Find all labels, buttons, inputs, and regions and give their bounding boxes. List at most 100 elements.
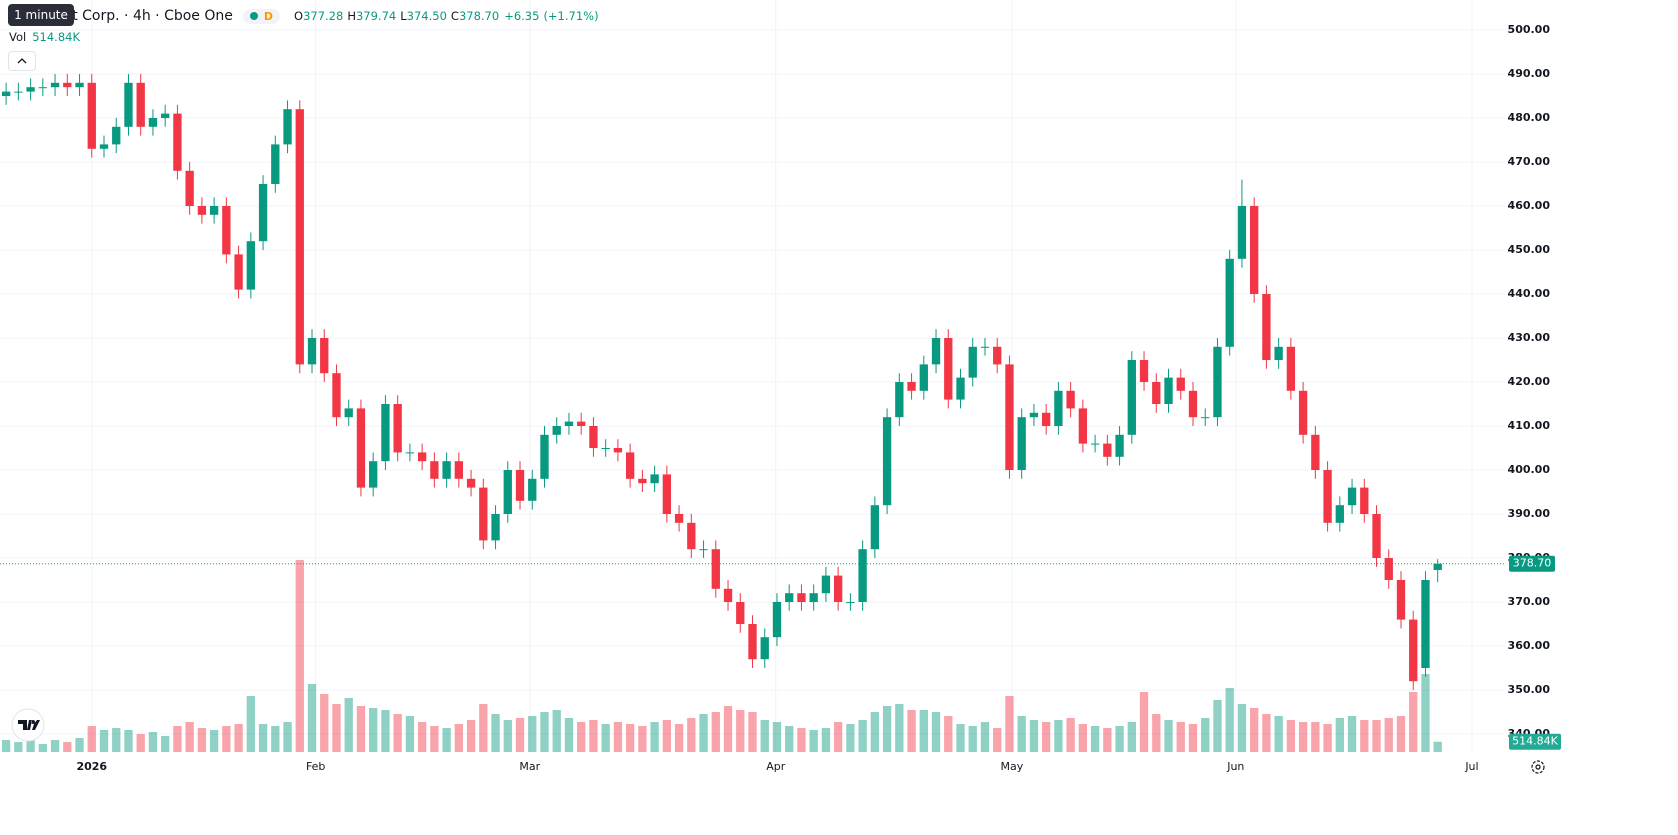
candle-body: [613, 448, 623, 453]
volume-bar: [1, 740, 11, 752]
candle-body: [1396, 580, 1406, 620]
candle-body: [552, 426, 561, 435]
volume-bar: [674, 724, 684, 752]
candle-body: [1262, 294, 1271, 360]
collapse-button[interactable]: [8, 51, 36, 71]
candle-body: [1323, 470, 1332, 523]
candle-body: [870, 505, 880, 550]
volume-bar: [1078, 724, 1088, 752]
interval-tooltip: 1 minute: [8, 4, 74, 26]
volume-bar: [50, 740, 60, 752]
volume-bar: [87, 726, 96, 752]
volume-bar: [1090, 726, 1100, 752]
candle-body: [1213, 346, 1222, 418]
volume-bar: [968, 726, 977, 752]
candle-body: [1078, 408, 1088, 444]
volume-bar: [1103, 728, 1112, 752]
candle-body: [601, 448, 610, 449]
candle-body: [895, 382, 904, 418]
volume-bar: [552, 710, 561, 752]
candle-body: [1237, 206, 1247, 259]
y-tick-label: 400.00: [1508, 463, 1551, 476]
candle-body: [332, 373, 341, 418]
candle-body: [369, 461, 378, 488]
volume-bar: [1298, 722, 1308, 752]
gear-outer: [1531, 760, 1545, 774]
candle-body: [1017, 417, 1026, 470]
candle-body: [1164, 377, 1173, 404]
volume-bar: [112, 728, 121, 752]
volume-bar: [356, 706, 366, 752]
candle-body: [564, 421, 574, 426]
candle-body: [63, 82, 72, 88]
status-pill[interactable]: D: [242, 8, 281, 24]
logo-mark: [18, 720, 40, 730]
volume-bar: [1274, 716, 1283, 752]
candle-body: [442, 461, 451, 479]
candle-body: [1152, 382, 1161, 404]
volume-bar: [907, 710, 916, 752]
y-tick-label: 430.00: [1508, 331, 1551, 344]
volume-bar: [503, 720, 512, 752]
ohlc-values: O377.28 H379.74 L374.50 C378.70: [290, 9, 499, 24]
volume-bar: [1127, 722, 1136, 752]
candle-body: [1176, 377, 1185, 391]
volume-bar: [760, 720, 769, 752]
ohlc-value: 379.74: [355, 8, 397, 23]
candle-body: [356, 408, 366, 488]
volume-bar: [699, 714, 708, 752]
volume-bar: [625, 724, 635, 752]
change: +6.35: [504, 9, 540, 23]
candle-body: [1103, 443, 1112, 457]
candle-body: [1286, 346, 1296, 391]
volume-bar: [711, 712, 720, 752]
candle-body: [956, 377, 965, 400]
candle-body: [650, 474, 659, 484]
volume-bar: [809, 730, 818, 752]
candle-body: [1066, 390, 1075, 409]
volume-bar: [405, 716, 415, 752]
volume-bar: [1029, 720, 1039, 752]
settings-icon[interactable]: [1531, 760, 1545, 774]
candle-body: [491, 514, 500, 541]
volume-bar: [1115, 726, 1124, 752]
volume-bar: [1335, 718, 1344, 752]
volume-bar: [662, 720, 672, 752]
candle-body: [197, 206, 207, 215]
candle-body: [466, 478, 476, 488]
y-tick-label: 450.00: [1508, 243, 1551, 256]
volume-bar: [895, 704, 904, 752]
candle-body: [589, 426, 598, 448]
volume-bar: [577, 722, 586, 752]
ohlc-value: 378.70: [458, 8, 500, 23]
candle-body: [528, 478, 537, 501]
volume-bar: [919, 710, 928, 752]
candle-body: [393, 404, 402, 453]
volume-bar: [931, 712, 941, 752]
volume-bar: [1311, 722, 1320, 752]
x-tick-label: Jul: [1464, 760, 1478, 773]
volume-bar: [1066, 718, 1075, 752]
candle-body: [1090, 443, 1100, 445]
candle-body: [1433, 563, 1442, 570]
x-tick-label: Apr: [766, 760, 786, 773]
volume-bar: [344, 698, 353, 752]
volume-bar: [528, 716, 537, 752]
candle-body: [1127, 360, 1136, 435]
legend-header: Microsoft Corp. · 4h · Cboe One D O377.2…: [14, 6, 599, 26]
volume-bar: [956, 724, 965, 752]
volume-bar: [1005, 696, 1014, 752]
candle-body: [1188, 390, 1198, 418]
candle-body: [931, 338, 941, 365]
volume-bar: [197, 728, 207, 752]
candle-body: [1311, 434, 1320, 470]
candle-body: [1335, 505, 1344, 523]
volume-bar: [1421, 674, 1430, 752]
candle-body: [295, 109, 304, 365]
volume-bar: [1237, 704, 1247, 752]
candle-body: [503, 470, 512, 514]
change-pct: (+1.71%): [543, 9, 599, 23]
candle-body: [185, 170, 194, 206]
candle-body: [1201, 417, 1210, 419]
